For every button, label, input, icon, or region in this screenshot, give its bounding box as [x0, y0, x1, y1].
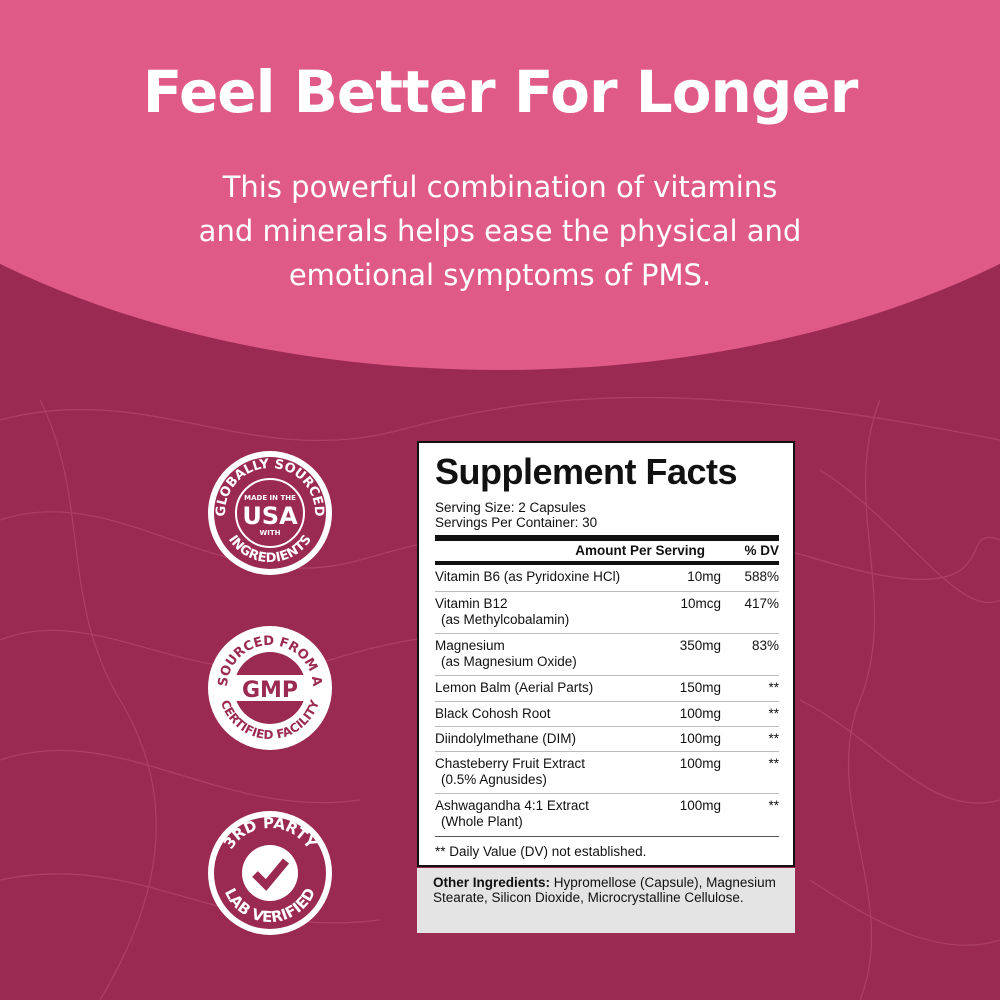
- nutrient-amount: 10mg: [687, 569, 721, 584]
- third-party-lab-badge: 3RD PARTY LAB VERIFIED: [208, 811, 332, 935]
- nutrient-dv: **: [768, 798, 779, 813]
- footnote: ** Daily Value (DV) not established.: [435, 844, 647, 859]
- amount-header: Amount Per Serving: [575, 543, 705, 558]
- serving-info: Serving Size: 2 Capsules Servings Per Co…: [435, 500, 597, 530]
- subtext-line: and minerals helps ease the physical and: [198, 214, 802, 248]
- nutrient-row: Vitamin B12 (as Methylcobalamin) 10mcg 417%: [435, 591, 779, 633]
- checkmark-icon: [242, 845, 298, 901]
- nutrient-row: Chasteberry Fruit Extract (0.5% Agnusides…: [435, 751, 779, 793]
- subtext-line: This powerful combination of vitamins: [222, 170, 778, 204]
- nutrient-name: Ashwagandha 4:1 Extract (Whole Plant): [435, 798, 589, 829]
- other-ingredients-label: Other Ingredients:: [433, 875, 551, 890]
- nutrient-name: Magnesium (as Magnesium Oxide): [435, 638, 577, 669]
- nutrient-dv: **: [768, 731, 779, 746]
- nutrient-row: Lemon Balm (Aerial Parts) 150mg **: [435, 675, 779, 701]
- serving-size: Serving Size: 2 Capsules: [435, 500, 586, 515]
- nutrient-name: Lemon Balm (Aerial Parts): [435, 680, 594, 695]
- made-in-usa-badge: GLOBALLY SOURCED INGREDIENTS MADE IN THE…: [208, 451, 332, 575]
- svg-text:GMP: GMP: [242, 678, 298, 703]
- divider: [435, 535, 779, 541]
- supplement-facts-panel: Supplement Facts Serving Size: 2 Capsule…: [417, 441, 795, 867]
- nutrient-name: Chasteberry Fruit Extract (0.5% Agnusides…: [435, 756, 586, 787]
- nutrient-row: Vitamin B6 (as Pyridoxine HCl) 10mg 588%: [435, 565, 779, 591]
- nutrient-dv: 417%: [744, 596, 779, 611]
- nutrient-dv: **: [768, 680, 779, 695]
- svg-text:WITH: WITH: [260, 529, 281, 537]
- nutrient-amount: 100mg: [679, 706, 721, 721]
- servings-per-container: Servings Per Container: 30: [435, 515, 598, 530]
- nutrient-dv: **: [768, 756, 779, 771]
- svg-text:MADE IN THE: MADE IN THE: [244, 494, 296, 502]
- divider: [435, 836, 779, 837]
- nutrient-dv: 83%: [751, 638, 779, 653]
- nutrient-name: Vitamin B12 (as Methylcobalamin): [435, 596, 570, 627]
- nutrient-dv: **: [768, 706, 779, 721]
- divider: [435, 561, 779, 565]
- nutrient-amount: 100mg: [679, 756, 721, 771]
- svg-text:USA: USA: [242, 502, 298, 530]
- nutrient-name: Black Cohosh Root: [435, 706, 551, 721]
- nutrient-amount: 150mg: [679, 680, 721, 695]
- facts-title: Supplement Facts: [435, 451, 738, 492]
- other-ingredients: Other Ingredients: Hypromellose (Capsule…: [417, 868, 795, 933]
- nutrient-row: Magnesium (as Magnesium Oxide) 350mg 83%: [435, 633, 779, 675]
- hero-arc: [0, 0, 1000, 370]
- nutrient-row: Black Cohosh Root 100mg **: [435, 701, 779, 726]
- nutrient-name: Diindolylmethane (DIM): [435, 731, 577, 746]
- nutrient-amount: 10mcg: [680, 596, 721, 611]
- nutrient-amount: 350mg: [679, 638, 721, 653]
- nutrient-row: Diindolylmethane (DIM) 100mg **: [435, 726, 779, 751]
- gmp-badge: SOURCED FROM A CERTIFIED FACILITY GMP: [208, 626, 332, 750]
- nutrient-row: Ashwagandha 4:1 Extract (Whole Plant) 100m…: [435, 793, 779, 835]
- nutrient-amount: 100mg: [679, 798, 721, 813]
- nutrient-dv: 588%: [744, 569, 779, 584]
- headline: Feel Better For Longer: [142, 58, 859, 126]
- subtext: This powerful combination of vitamins an…: [150, 165, 850, 297]
- other-ingredients-text: Hypromellose (Capsule), Magnesium Steara…: [433, 875, 776, 905]
- nutrient-name: Vitamin B6 (as Pyridoxine HCl): [435, 569, 621, 584]
- nutrient-amount: 100mg: [679, 731, 721, 746]
- dv-header: % DV: [744, 543, 779, 558]
- subtext-line: emotional symptoms of PMS.: [288, 258, 712, 292]
